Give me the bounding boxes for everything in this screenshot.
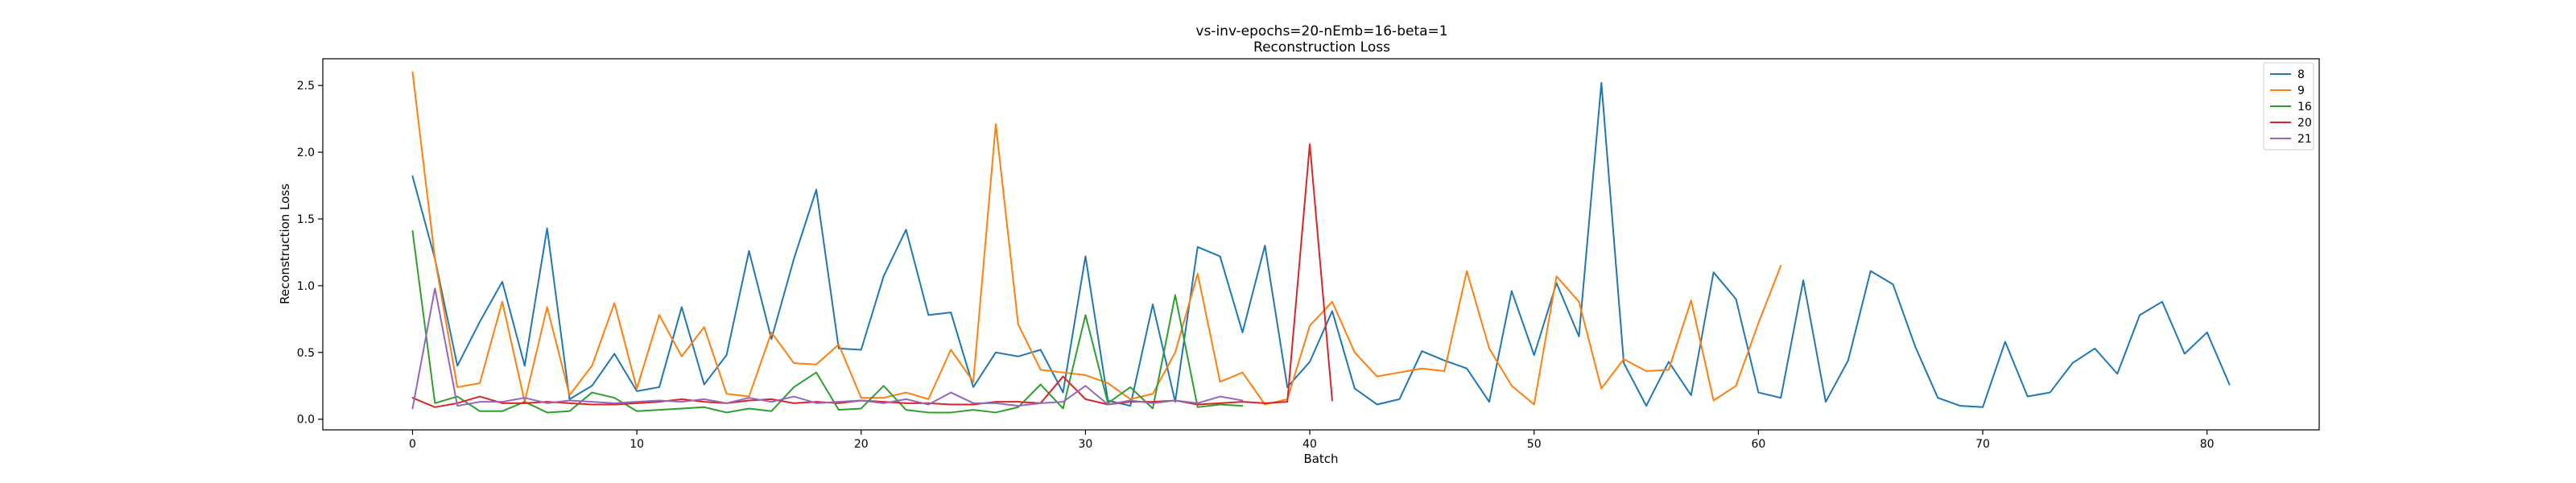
x-tick-label: 60 — [1751, 438, 1765, 451]
x-tick-label: 40 — [1302, 438, 1317, 451]
y-tick-label: 0.5 — [297, 347, 315, 360]
legend-label-16: 16 — [2297, 101, 2312, 114]
x-tick-label: 80 — [2200, 438, 2215, 451]
legend: 8 9 16 20 21 — [2263, 62, 2314, 151]
y-tick-label: 2.5 — [297, 80, 315, 93]
y-tick-label: 1.0 — [297, 280, 315, 293]
series-line-21 — [411, 287, 1244, 410]
y-axis-ticks: 0.0 0.5 1.0 1.5 2.0 2.5 — [297, 80, 323, 427]
x-tick-label: 10 — [630, 438, 644, 451]
plot-area: 0 10 20 30 40 50 60 70 80 0.0 0.5 1.0 1.5 2.0 2.5 — [297, 58, 2320, 451]
legend-label-9: 9 — [2297, 85, 2305, 97]
series-lines — [411, 71, 2231, 414]
legend-label-8: 8 — [2297, 68, 2305, 81]
x-tick-label: 30 — [1079, 438, 1093, 451]
series-line-8 — [411, 81, 2231, 408]
y-tick-label: 2.0 — [297, 147, 315, 159]
x-tick-label: 20 — [854, 438, 869, 451]
y-axis-label: Reconstruction Loss — [278, 184, 292, 304]
legend-label-21: 21 — [2297, 133, 2312, 146]
x-tick-label: 70 — [1975, 438, 1990, 451]
x-axis-ticks: 0 10 20 30 40 50 60 70 80 — [409, 430, 2215, 451]
x-tick-label: 50 — [1527, 438, 1542, 451]
chart-title: vs-inv-epochs=20-nEmb=16-beta=1 — [1195, 23, 1447, 39]
plot-frame — [322, 58, 2320, 431]
x-axis-label: Batch — [1303, 452, 1338, 466]
chart-subtitle: Reconstruction Loss — [1253, 39, 1390, 56]
y-tick-label: 1.5 — [297, 213, 315, 226]
x-tick-label: 0 — [409, 438, 416, 451]
legend-entries: 8 9 16 20 21 — [2270, 68, 2312, 146]
series-line-9 — [411, 71, 1782, 406]
legend-label-20: 20 — [2297, 117, 2312, 130]
series-line-16 — [411, 229, 1244, 414]
y-tick-label: 0.0 — [297, 414, 315, 427]
